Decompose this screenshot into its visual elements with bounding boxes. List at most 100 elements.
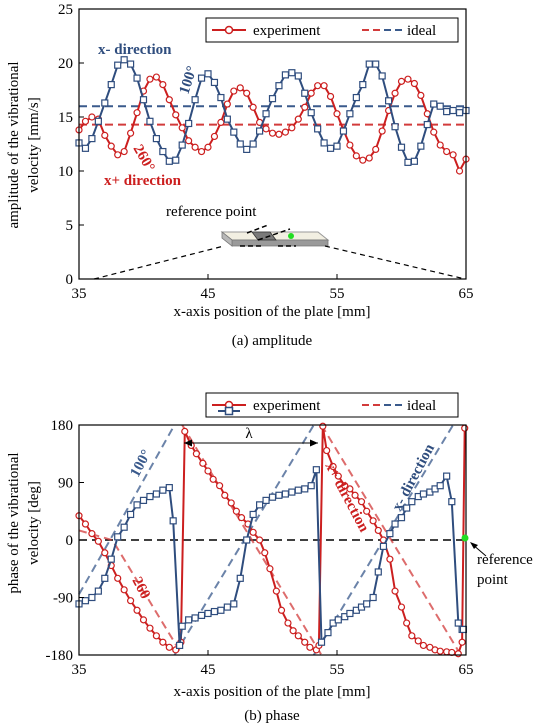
b-experiment-blue-point [448,498,456,506]
legend-ideal-label-b: ideal [407,398,436,414]
b-experiment-blue-point [374,568,382,576]
b-experiment-red-point [120,586,128,594]
b-experiment-red-point [114,574,122,582]
a-experiment-red-point [301,103,309,111]
b-experiment-red-point [237,514,246,522]
b-experiment-blue-point [403,504,411,512]
b-experiment-red-point [127,597,135,605]
b-experiment-red-point [397,603,406,611]
a-experiment-blue-point [281,71,289,79]
a-experiment-red-point [114,151,122,159]
a-y-tick-label: 20 [58,56,73,72]
b-experiment-blue-point [268,493,277,501]
b-experiment-red-point [165,643,173,651]
a-experiment-blue-point [210,78,219,87]
b-experiment-blue-point [126,510,135,519]
b-experiment-blue-point [301,485,309,493]
b-experiment-red-point [101,549,109,557]
a-experiment-red-point [210,132,219,141]
b-x-tick-label: 35 [72,662,87,678]
b-ideal-blue-line-0 [78,424,176,595]
b-experiment-red-point [209,475,217,483]
b-experiment-red-point [403,619,411,627]
b-experiment-red-point [232,507,240,515]
b-experiment-red-point [216,482,224,490]
a-experiment-red-point [262,125,270,133]
a-experiment-red-point [443,147,451,156]
a-experiment-blue-point [307,109,315,117]
a-experiment-blue-point [243,145,251,153]
b-experiment-red-point [294,632,302,640]
legend-experiment-label-b: experiment [253,398,321,414]
a-x-tick-label: 55 [330,286,345,302]
a-experiment-blue-point [417,142,425,150]
a-x-tick-label: 35 [72,286,87,302]
amplitude-y-axis-label-line2: velocity [mm/s] [26,97,42,192]
a-experiment-red-point [197,147,206,156]
a-experiment-blue-point [314,125,322,133]
b-y-tick-label: 0 [66,533,74,549]
b-experiment-blue-point [324,629,332,637]
a-experiment-blue-point [217,93,225,102]
a-experiment-blue-point [430,100,438,108]
legend-experiment-blue-marker [224,406,234,416]
b-experiment-red-point [341,482,349,490]
a-experiment-blue-point [165,157,173,165]
a-experiment-blue-point [294,72,302,80]
b-experiment-blue-point [88,593,96,602]
amplitude-260-degree-label: 260° [130,142,158,175]
a-experiment-red-point [346,141,354,149]
b-experiment-red-point [363,507,371,515]
b-experiment-blue-point [262,496,270,504]
a-experiment-blue-point [120,56,128,64]
b-experiment-blue-point [334,616,342,624]
b-experiment-red-point [159,638,167,646]
a-experiment-red-point [230,87,238,95]
b-experiment-blue-point [120,523,128,531]
a-experiment-blue-point [126,60,135,68]
b-experiment-blue-point [397,514,406,522]
b-experiment-blue-point [236,574,244,582]
a-experiment-blue-point [101,99,109,107]
b-experiment-blue-point [101,574,109,582]
b-experiment-blue-point [223,603,231,611]
b-x-tick-label: 65 [459,662,474,678]
b-experiment-blue-point [317,638,326,646]
a-experiment-red-point [333,110,341,118]
b-experiment-blue-point [307,482,315,490]
a-x-tick-label: 45 [201,286,216,302]
b-experiment-red-point [436,647,444,655]
b-experiment-blue-point [169,517,177,525]
reference-point-label: reference point [166,204,257,220]
a-experiment-red-point [365,154,373,162]
a-experiment-red-point [281,128,289,136]
b-experiment-blue-point [230,600,238,608]
a-experiment-blue-point [339,127,348,135]
amplitude-x-plus-direction-label: x+ direction [104,173,182,189]
phase-point-label: point [477,572,509,588]
a-experiment-blue-point [410,157,418,165]
a-y-tick-label: 0 [66,272,74,288]
b-experiment-blue-point [443,472,451,480]
phase-x-axis-label: x-axis position of the plate [mm] [173,684,370,700]
a-experiment-blue-point [159,147,167,156]
a-experiment-blue-point [333,142,341,150]
a-experiment-red-point [81,117,90,125]
a-experiment-blue-point [404,158,412,166]
b-experiment-red-point [272,587,280,595]
b-x-tick-label: 55 [330,662,345,678]
a-experiment-red-point [204,143,212,151]
a-experiment-red-point [359,156,367,164]
a-experiment-red-point [404,75,412,83]
b-experiment-red-point [81,520,90,528]
b-experiment-blue-point [81,597,90,605]
legend-experiment-marker [224,25,234,35]
phase-y-axis-label-line2: velocity [deg] [26,481,42,565]
a-experiment-blue-point [443,107,451,116]
a-experiment-red-point [455,167,464,175]
a-experiment-blue-point [152,135,160,143]
a-experiment-blue-point [133,74,141,82]
a-experiment-red-point [185,137,193,145]
a-experiment-blue-point [365,60,373,68]
